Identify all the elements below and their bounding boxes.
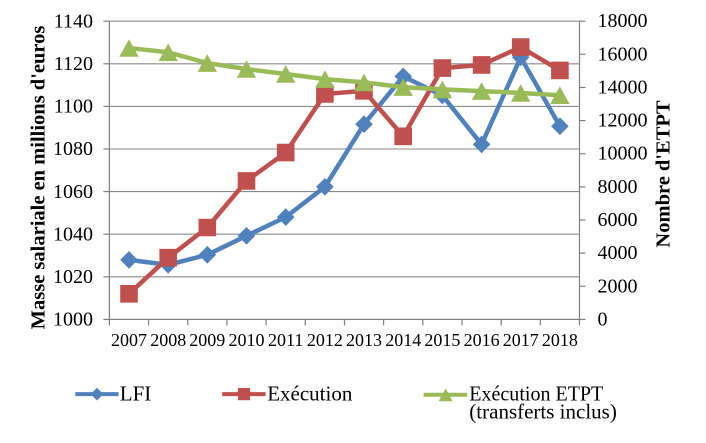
- svg-text:2010: 2010: [229, 330, 265, 350]
- svg-text:1140: 1140: [54, 10, 93, 32]
- svg-text:2015: 2015: [424, 330, 460, 350]
- svg-text:2008: 2008: [150, 330, 186, 350]
- svg-text:1080: 1080: [53, 138, 93, 160]
- svg-text:Exécution ETPT: Exécution ETPT: [469, 382, 603, 406]
- svg-text:1040: 1040: [53, 223, 93, 245]
- svg-text:(transferts inclus): (transferts inclus): [469, 400, 617, 424]
- svg-text:8000: 8000: [598, 176, 638, 198]
- svg-text:2011: 2011: [268, 330, 303, 350]
- svg-text:1060: 1060: [53, 181, 93, 203]
- svg-text:2007: 2007: [111, 330, 147, 350]
- svg-text:18000: 18000: [598, 10, 648, 32]
- svg-text:2000: 2000: [598, 275, 638, 297]
- svg-text:1120: 1120: [54, 53, 93, 75]
- svg-text:16000: 16000: [598, 43, 648, 65]
- svg-text:0: 0: [598, 308, 608, 330]
- svg-text:2012: 2012: [307, 330, 343, 350]
- svg-text:2016: 2016: [464, 330, 500, 350]
- svg-text:LFI: LFI: [120, 382, 152, 406]
- svg-text:2009: 2009: [189, 330, 225, 350]
- svg-text:14000: 14000: [598, 77, 648, 99]
- svg-text:2013: 2013: [346, 330, 382, 350]
- svg-text:2017: 2017: [503, 330, 539, 350]
- svg-text:10000: 10000: [598, 143, 648, 165]
- svg-text:4000: 4000: [598, 242, 638, 264]
- svg-text:6000: 6000: [598, 209, 638, 231]
- svg-text:2014: 2014: [385, 330, 421, 350]
- svg-text:2018: 2018: [542, 330, 578, 350]
- svg-text:1100: 1100: [54, 96, 93, 118]
- svg-text:12000: 12000: [598, 110, 648, 132]
- svg-text:1020: 1020: [53, 266, 93, 288]
- svg-text:Nombre d'ETPT: Nombre d'ETPT: [653, 100, 675, 247]
- svg-text:1000: 1000: [53, 309, 93, 331]
- svg-text:Masse salariale en millions d': Masse salariale en millions d'euros: [28, 26, 50, 330]
- svg-text:Exécution: Exécution: [267, 382, 353, 406]
